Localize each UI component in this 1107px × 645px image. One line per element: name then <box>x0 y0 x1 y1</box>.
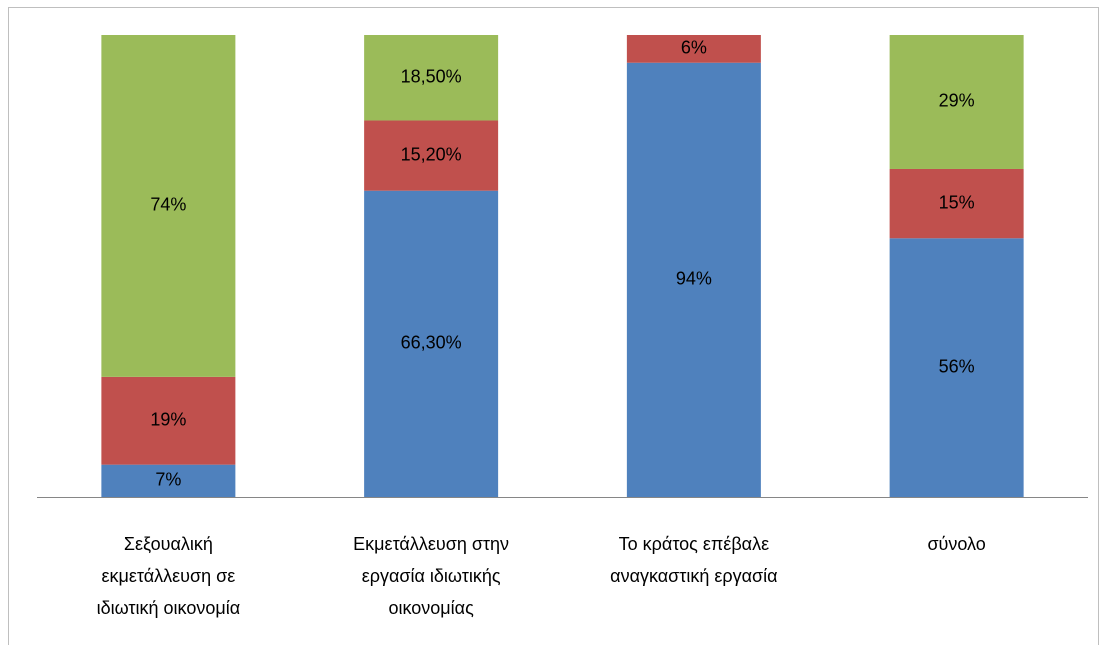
bar-segment <box>889 35 1024 169</box>
bar-segment <box>364 35 499 121</box>
data-label: 94% <box>676 269 712 289</box>
x-tick-label: Εκμετάλλευση στην εργασία ιδιωτικής οικο… <box>353 534 510 618</box>
data-label: 7% <box>155 470 181 490</box>
bar-segment <box>101 35 236 377</box>
bar-segment <box>626 35 761 63</box>
data-label: 74% <box>150 195 186 215</box>
data-label: 6% <box>681 38 707 58</box>
data-label: 15% <box>939 192 975 212</box>
bar-segment <box>101 376 236 465</box>
data-label: 56% <box>939 356 975 376</box>
bar-segment <box>101 464 236 497</box>
bar-segment <box>889 238 1024 497</box>
bar-segment <box>889 168 1024 239</box>
bar-segment <box>626 62 761 497</box>
bar-segment <box>364 120 499 191</box>
data-label: 29% <box>939 91 975 111</box>
x-tick-label: Σεξουαλική εκμετάλλευση σε ιδιωτική οικο… <box>96 534 241 618</box>
data-label: 19% <box>150 410 186 430</box>
chart-border <box>8 7 1099 645</box>
x-tick-label: σύνολο <box>927 534 986 554</box>
x-tick-label: Το κράτος επέβαλε αναγκαστική εργασία <box>610 534 778 586</box>
bar-segment <box>364 190 499 497</box>
data-label: 15,20% <box>401 144 462 164</box>
data-label: 66,30% <box>401 333 462 353</box>
data-label: 18,50% <box>401 66 462 86</box>
